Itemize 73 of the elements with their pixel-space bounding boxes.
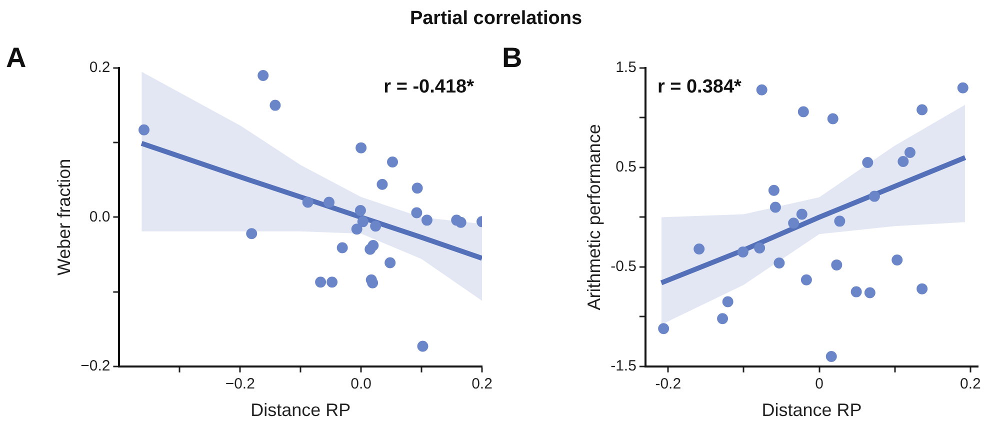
point [357,216,368,228]
annotation: r = 0.384* [657,76,742,98]
y-tick-label: 0.5 [616,158,636,176]
text: B [502,42,522,74]
point [898,156,909,167]
point [417,340,428,352]
point [916,283,928,294]
point [834,216,846,227]
point [370,220,382,232]
point [411,207,422,218]
x-tick-label: -0.2 [655,376,682,393]
point [368,240,379,252]
point [258,70,269,81]
y-tick-label: 1.5 [616,59,636,76]
point [326,276,338,288]
x-tick-label: 0.2 [960,376,981,393]
point [270,100,281,111]
point [315,276,326,288]
point [412,182,423,194]
point [957,82,968,94]
x-axis-title: Distance RP [762,400,862,420]
point [658,323,670,334]
point [694,244,705,255]
point [754,242,766,254]
point [831,259,842,270]
point [768,184,780,196]
point [351,224,362,235]
y-tick-label: −0.2 [80,358,110,375]
point [788,218,800,229]
point [455,216,466,228]
point [356,142,367,154]
point [904,147,916,158]
point [864,287,876,298]
point [774,257,785,268]
y-axis-title: Weber fraction [54,158,74,276]
point [756,84,768,96]
point [798,106,809,118]
point [246,228,258,240]
point [717,313,728,324]
point [302,196,314,208]
point [850,286,862,298]
point [827,113,838,124]
y-tick-label: 0.0 [89,208,110,226]
point [387,156,398,168]
point [916,104,928,116]
x-axis-title: Distance RP [250,400,351,420]
point [722,296,734,308]
x-tick-label: 0 [815,376,824,393]
point [770,202,781,213]
point [868,190,880,202]
point [796,208,808,220]
point [862,156,874,168]
point [138,124,150,136]
point [324,196,335,208]
point [384,257,396,268]
x-tick-label: 0.0 [350,376,372,393]
chart-title: Partial correlations [408,8,584,30]
point [354,204,366,216]
x-tick-label: 0.2 [472,376,492,393]
x-tick-label: −0.2 [225,376,255,393]
point [336,242,348,254]
y-tick-label: -0.5 [610,258,636,276]
point [892,254,903,266]
point [737,246,748,258]
annotation: r = -0.418* [384,76,475,98]
text: A [6,42,26,74]
point [826,350,837,362]
point [421,214,432,226]
y-tick-label: -1.5 [610,358,636,375]
y-tick-label: 0.2 [89,59,110,76]
point [376,178,388,190]
point [800,274,812,286]
y-axis-title: Arithmetic performance [584,124,604,310]
